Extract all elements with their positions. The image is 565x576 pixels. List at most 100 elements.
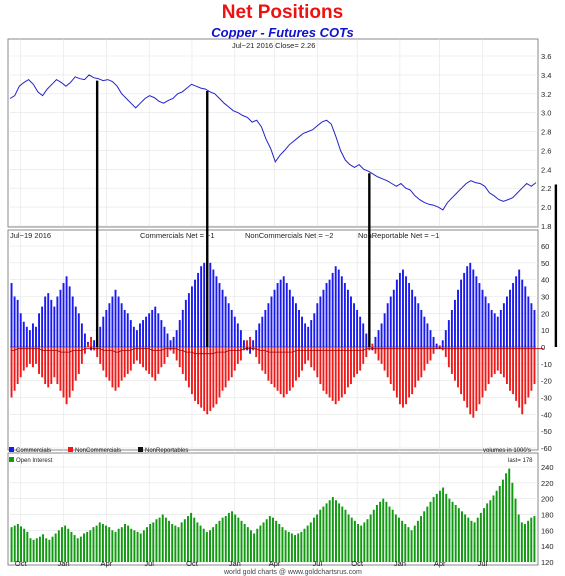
open-interest-bar (48, 539, 51, 562)
open-interest-bar (76, 538, 79, 562)
open-interest-bar (196, 522, 199, 562)
commercials-bar (346, 289, 349, 347)
commercials-bar (50, 299, 53, 347)
axis-labels: 1.8 2.0 2.2 2.4 2.6 2.8 3.0 3.2 3.4 3.6 -60 -50 -40 -… (15, 52, 554, 568)
legend-commercials-label: Commercials (16, 448, 51, 454)
open-interest-bar (142, 530, 145, 562)
noncommercials-bar (160, 347, 163, 368)
commercials-bar (301, 316, 303, 347)
noncommercials-bar (389, 347, 392, 385)
noncommercials-bar (331, 347, 334, 401)
noncommercials-bar (469, 347, 472, 415)
noncommercials-bar (353, 347, 355, 378)
open-interest-bar (467, 517, 470, 562)
commercials-bar (230, 309, 233, 347)
noncommercials-bar (506, 347, 508, 385)
open-interest-bar (391, 509, 394, 562)
noncommercials-bar (402, 347, 404, 408)
open-interest-bar (347, 514, 350, 562)
commercials-bar (114, 289, 117, 347)
commercials-bar (163, 326, 166, 347)
commercials-bar (166, 333, 169, 347)
signal-markers (95, 80, 558, 347)
commercials-bar (273, 289, 276, 347)
noncommercials-bar (319, 347, 322, 385)
open-interest-bar (183, 519, 186, 562)
commercials-bar (212, 269, 215, 347)
open-interest-bar (161, 514, 164, 562)
open-interest-bar (410, 530, 413, 562)
noncommercials-bar (493, 347, 496, 374)
open-interest-bar (350, 517, 353, 562)
noncommercials-bar (212, 347, 215, 408)
noncommercials-bar (524, 347, 527, 405)
commercials-bar (408, 283, 411, 347)
commercials-bar (181, 309, 184, 347)
commercials-bar (288, 289, 291, 347)
commercials-bar (518, 269, 521, 347)
noncommercials-bar (62, 347, 65, 398)
noncommercials-bar (117, 347, 120, 388)
open-interest-bar (42, 534, 45, 562)
commercials-bar (102, 316, 105, 347)
noncommercials-bar (359, 347, 362, 371)
commercials-bar (506, 296, 508, 347)
open-interest-bar (435, 493, 438, 562)
oi-tick-label: 180 (541, 510, 554, 519)
noncommercials-bar (74, 347, 77, 381)
price-tick-label: 2.6 (541, 146, 551, 155)
commercials-bar (261, 316, 264, 347)
noncommercials-bar (178, 347, 181, 368)
commercials-bar (417, 303, 420, 347)
noncommercials-bar (10, 347, 13, 398)
open-interest-bar (454, 504, 457, 562)
open-interest-bar (158, 517, 161, 562)
commercials-bar (224, 296, 227, 347)
open-interest-bar (492, 495, 495, 562)
noncommercials-bar (377, 347, 380, 361)
noncommercials-bar (31, 347, 34, 368)
commercials-bar (527, 296, 530, 347)
open-interest-bar (464, 514, 467, 562)
noncommercials-bar (218, 347, 221, 398)
commercials-bar (28, 330, 31, 347)
commercials-bar (313, 313, 316, 347)
chart-subtitle: Copper - Futures COTs (211, 25, 354, 40)
commercials-bar (423, 316, 426, 347)
noncommercials-bar (298, 347, 300, 378)
noncommercials-bar (77, 347, 80, 374)
commercials-bar (356, 309, 359, 347)
price-tick-label: 2.4 (541, 165, 551, 174)
legend-noncommercials-swatch (68, 447, 73, 452)
open-interest-bar (240, 520, 243, 562)
noncommercials-bar (429, 347, 432, 361)
open-interest-bar (243, 523, 246, 562)
oi-tick-label: 140 (541, 542, 554, 551)
commercials-bar (389, 296, 392, 347)
commercials-bar (41, 306, 44, 347)
open-interest-bar (287, 531, 290, 562)
open-interest-bar (511, 482, 514, 562)
open-interest-bar (101, 523, 104, 562)
price-tick-label: 3.6 (541, 52, 551, 61)
noncommercials-bar (83, 347, 86, 354)
noncommercials-bar (96, 347, 99, 358)
commercials-bar (298, 309, 300, 347)
noncommercials-bar (340, 347, 343, 398)
month-tick-label: Oct (15, 559, 28, 568)
commercials-bar (328, 279, 331, 347)
noncommercials-bar (227, 347, 230, 381)
noncommercials-bar (398, 347, 401, 405)
commercials-bar (68, 286, 71, 347)
commercials-bar (62, 283, 65, 347)
price-tick-label: 3.4 (541, 71, 551, 80)
noncommercials-bar (181, 347, 184, 374)
noncommercials-bar (408, 347, 411, 398)
noncommercials-bar (224, 347, 227, 388)
noncommercials-bar (499, 347, 502, 374)
noncommercials-bar (68, 347, 71, 398)
nonreportable-net-label: NonReportable Net = ~1 (358, 231, 439, 240)
noncommercials-bar (105, 347, 108, 378)
noncommercials-bar (99, 347, 102, 364)
commercials-bar (132, 326, 135, 347)
